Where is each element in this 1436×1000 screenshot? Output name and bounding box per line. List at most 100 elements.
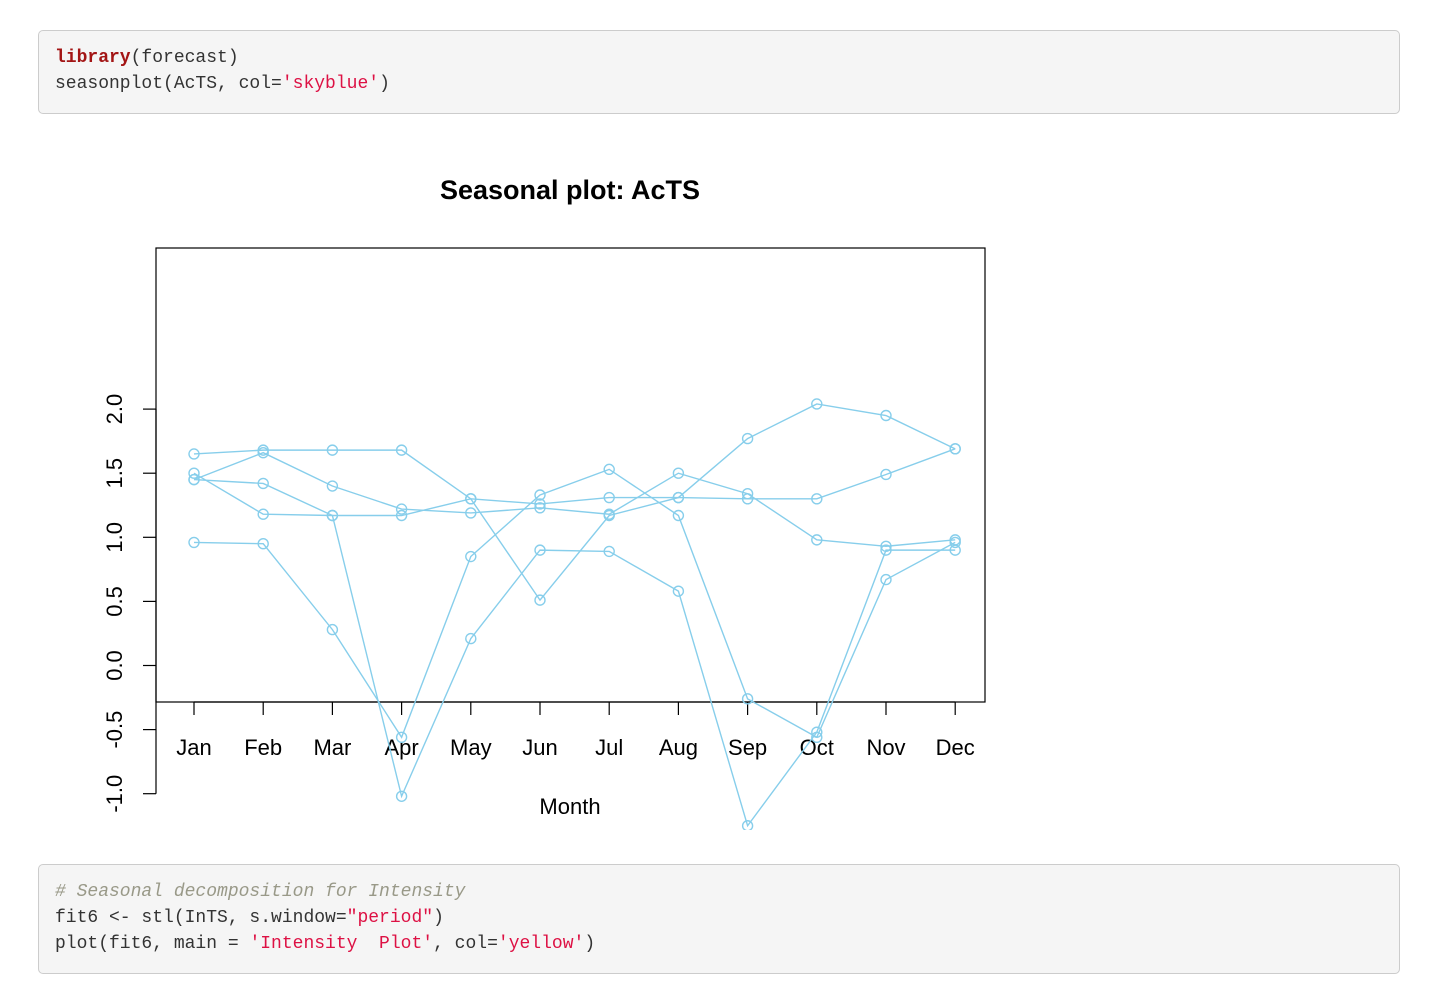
code-text: plot(fit6, main = [55,934,250,954]
x-tick-label: Sep [728,735,767,760]
code-string: 'Intensity Plot' [249,934,434,954]
code-line: seasonplot(AcTS, col='skyblue') [55,71,1383,97]
data-point [880,573,892,586]
data-point [672,509,685,522]
data-point [395,790,408,802]
code-cell-stl[interactable]: # Seasonal decomposition for Intensity fi… [38,864,1400,974]
y-tick-label: 0.5 [102,586,127,617]
code-string: 'yellow' [497,934,585,954]
y-tick-label: 1.0 [102,522,127,553]
data-point [741,488,754,500]
code-text: seasonplot(AcTS, col= [55,74,282,94]
plot-frame [155,247,986,703]
data-point [534,489,546,501]
data-point [534,544,546,556]
data-point [395,509,408,522]
data-point [949,443,961,455]
x-tick-label: Mar [313,735,351,760]
code-line: # Seasonal decomposition for Intensity [55,879,1383,905]
y-tick-label: 0.0 [102,650,127,681]
code-string: "period" [346,908,434,928]
code-line: plot(fit6, main = 'Intensity Plot', col=… [55,931,1383,957]
series-line [193,451,956,547]
y-tick-label: 1.5 [102,458,127,489]
y-tick-label: 2.0 [102,394,127,425]
code-text: fit6 <- stl(InTS, s.window= [55,908,347,928]
data-point [672,491,685,504]
data-point [741,820,754,830]
data-point [465,507,477,519]
code-text: ) [584,934,596,954]
data-point [603,508,615,520]
data-point [811,534,823,546]
x-axis-label: Month [539,794,600,819]
code-cell-seasonplot[interactable]: library(forecast) seasonplot(AcTS, col='s… [38,30,1400,114]
x-tick-label: Dec [936,735,975,760]
data-point [395,503,408,515]
data-point [672,467,685,479]
data-point [949,536,961,549]
data-point [811,493,823,505]
y-axis: -1.0 -0.5 0.0 0.5 1.0 1.5 2.0 [102,394,157,813]
series-line [193,403,956,602]
series-line [193,448,956,517]
data-point [465,550,477,563]
series-2 [188,443,961,522]
series-4 [188,446,961,552]
series-line [193,468,956,739]
code-keyword: library [55,48,131,68]
data-point [188,448,200,460]
data-point [534,502,546,514]
x-tick-label: Jan [176,735,211,760]
data-point [188,467,200,479]
data-point [257,538,269,550]
x-tick-label: May [450,735,492,760]
data-point [672,585,685,597]
x-tick-label: Nov [866,735,905,760]
data-point [880,540,892,552]
data-point [880,544,892,556]
data-point [188,473,200,486]
series-5 [188,463,961,743]
code-text: ) [379,74,390,94]
series-3 [188,473,961,830]
data-point [326,623,339,636]
series-layer [188,398,961,830]
data-point [395,444,408,456]
data-point [811,398,823,410]
x-tick-label: Jul [595,735,623,760]
y-tick-label: -0.5 [102,711,127,749]
chart-title: Seasonal plot: AcTS [440,175,700,205]
data-point [603,463,615,476]
data-point [534,594,546,606]
code-comment: # Seasonal decomposition for Intensity [55,882,466,902]
data-point [603,545,615,558]
code-line: fit6 <- stl(InTS, s.window="period") [55,905,1383,931]
data-point [880,468,892,481]
data-point [465,493,477,505]
data-point [811,731,823,743]
data-point [534,498,546,510]
data-point [880,409,892,422]
x-tick-label: Jun [522,735,557,760]
code-text: , col= [433,934,498,954]
code-line: library(forecast) [55,45,1383,71]
seasonal-plot: Seasonal plot: AcTS -1.0 -0.5 0.0 0.5 1.0 1.5… [102,175,986,830]
data-point [395,731,408,743]
x-tick-label: Feb [244,735,282,760]
code-text: ) [433,908,444,928]
data-point [257,446,269,459]
data-point [603,491,615,504]
x-tick-label: Aug [659,735,698,760]
series-line [193,478,956,828]
data-point [741,432,754,445]
data-point [326,480,339,492]
data-point [465,632,477,645]
data-point [741,693,754,705]
x-axis: Jan Feb Mar Apr May Jun Jul Aug Sep Oct Nov Dec [176,701,975,760]
data-point [326,444,339,456]
code-string: 'skyblue' [281,74,380,94]
y-tick-label: -1.0 [102,775,127,813]
data-point [257,477,269,490]
code-text: (forecast) [130,48,239,68]
